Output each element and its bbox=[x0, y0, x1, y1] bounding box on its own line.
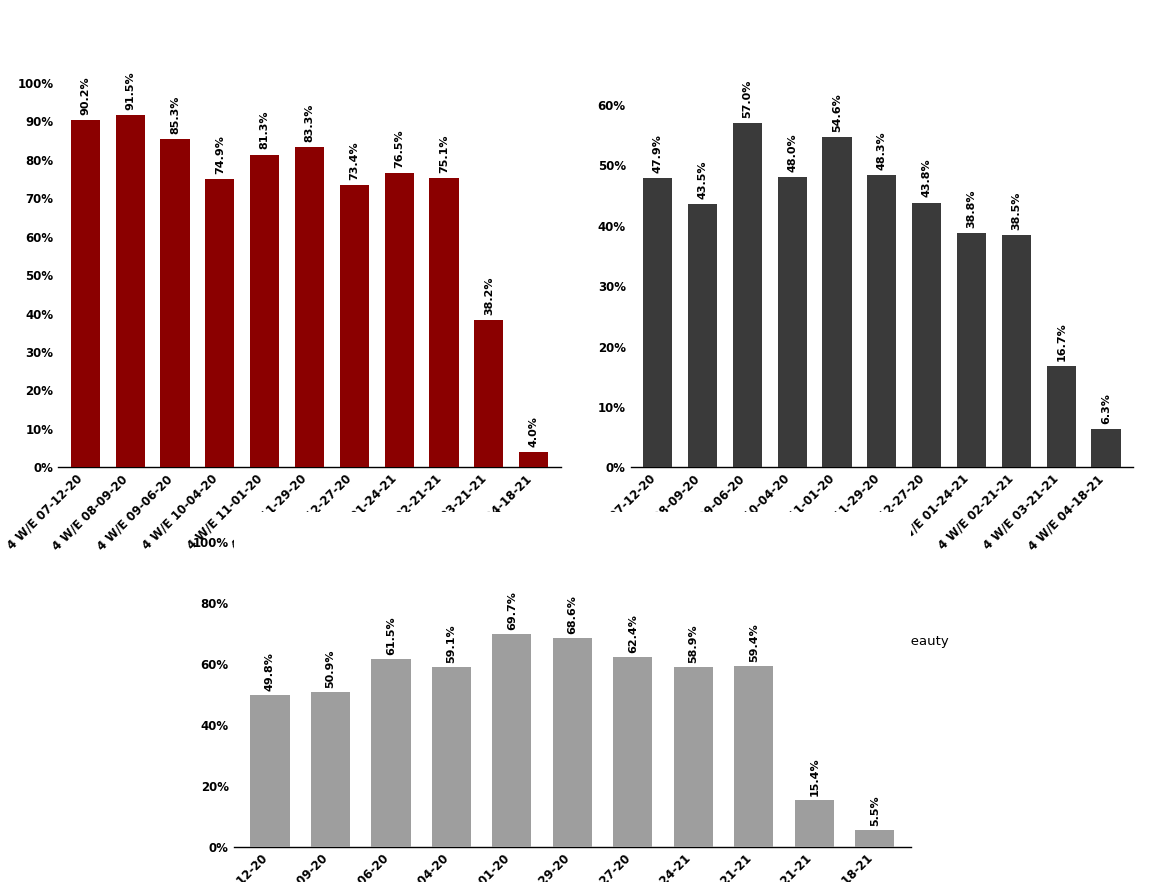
Text: 69.7%: 69.7% bbox=[507, 592, 516, 631]
Bar bbox=[432, 667, 471, 847]
Bar bbox=[250, 154, 279, 467]
Bar bbox=[296, 147, 324, 467]
Text: 38.5%: 38.5% bbox=[1011, 191, 1021, 229]
Text: 5.5%: 5.5% bbox=[870, 796, 880, 826]
Text: 57.0%: 57.0% bbox=[743, 79, 752, 117]
Bar bbox=[868, 176, 896, 467]
Bar bbox=[735, 666, 773, 847]
Bar bbox=[519, 452, 548, 467]
Text: 50.9%: 50.9% bbox=[326, 649, 335, 688]
Text: 54.6%: 54.6% bbox=[832, 93, 842, 132]
Bar bbox=[1047, 366, 1076, 467]
Bar bbox=[430, 178, 459, 467]
Text: 75.1%: 75.1% bbox=[439, 135, 449, 174]
Bar bbox=[855, 830, 895, 847]
Bar bbox=[206, 179, 235, 467]
Bar bbox=[71, 120, 100, 467]
Text: 15.4%: 15.4% bbox=[809, 757, 819, 796]
Bar bbox=[957, 233, 986, 467]
Bar bbox=[732, 123, 762, 467]
Text: 59.1%: 59.1% bbox=[446, 624, 457, 662]
Bar bbox=[340, 185, 369, 467]
Text: 38.2%: 38.2% bbox=[484, 277, 494, 316]
Text: 59.4%: 59.4% bbox=[749, 623, 759, 662]
Bar bbox=[613, 656, 653, 847]
Text: 58.9%: 58.9% bbox=[688, 624, 698, 663]
Text: 6.3%: 6.3% bbox=[1101, 393, 1111, 424]
Bar bbox=[311, 691, 350, 847]
Text: 74.9%: 74.9% bbox=[215, 135, 224, 174]
Text: 81.3%: 81.3% bbox=[259, 111, 270, 149]
Bar bbox=[644, 178, 673, 467]
Bar bbox=[1002, 235, 1031, 467]
Text: 43.8%: 43.8% bbox=[922, 159, 932, 198]
Bar bbox=[250, 695, 290, 847]
Bar bbox=[552, 638, 592, 847]
Text: 90.2%: 90.2% bbox=[81, 77, 90, 116]
Bar bbox=[1091, 430, 1120, 467]
Text: 76.5%: 76.5% bbox=[395, 130, 404, 168]
Bar bbox=[384, 173, 413, 467]
Bar bbox=[674, 668, 712, 847]
Text: 43.5%: 43.5% bbox=[697, 161, 708, 199]
Bar bbox=[912, 203, 941, 467]
Text: 61.5%: 61.5% bbox=[385, 617, 396, 655]
Text: 91.5%: 91.5% bbox=[125, 71, 135, 110]
Bar bbox=[474, 320, 503, 467]
Text: 16.7%: 16.7% bbox=[1056, 323, 1066, 362]
Legend: Health & Beauty: Health & Beauty bbox=[815, 635, 948, 648]
Text: 49.8%: 49.8% bbox=[265, 652, 274, 691]
Bar bbox=[492, 634, 531, 847]
Text: 85.3%: 85.3% bbox=[171, 96, 180, 134]
Text: 62.4%: 62.4% bbox=[628, 614, 638, 653]
Text: 47.9%: 47.9% bbox=[653, 134, 662, 173]
Bar bbox=[371, 660, 410, 847]
Bar bbox=[778, 177, 807, 467]
Legend: Food & Beverage: Food & Beverage bbox=[241, 635, 378, 648]
Bar bbox=[688, 205, 717, 467]
Text: 68.6%: 68.6% bbox=[568, 594, 577, 633]
Bar bbox=[116, 116, 145, 467]
Bar bbox=[794, 800, 834, 847]
Text: 4.0%: 4.0% bbox=[529, 416, 538, 447]
Text: 38.8%: 38.8% bbox=[967, 190, 976, 228]
Bar bbox=[822, 138, 851, 467]
Text: 73.4%: 73.4% bbox=[349, 141, 360, 180]
Text: 48.0%: 48.0% bbox=[787, 133, 797, 172]
Bar bbox=[160, 139, 189, 467]
Text: 48.3%: 48.3% bbox=[877, 131, 887, 170]
Text: 83.3%: 83.3% bbox=[305, 103, 314, 142]
